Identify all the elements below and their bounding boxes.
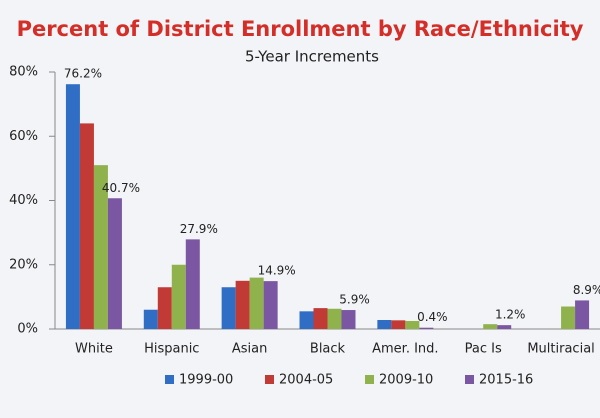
legend-swatch	[165, 375, 174, 384]
data-label: 1.2%	[495, 308, 526, 322]
bar	[497, 325, 512, 329]
legend-swatch	[365, 375, 374, 384]
bar	[405, 320, 420, 329]
x-tick-label: Pac Is	[465, 342, 502, 357]
bar	[391, 320, 406, 329]
bar	[249, 277, 264, 329]
y-tick-label: 80%	[9, 65, 38, 80]
data-label: 14.9%	[258, 264, 296, 278]
legend-swatch	[265, 375, 274, 384]
legend-label: 1999-00	[179, 373, 233, 388]
x-tick-label: Hispanic	[144, 342, 199, 357]
bar	[143, 309, 158, 329]
bar	[185, 239, 200, 329]
data-label: 27.9%	[180, 222, 218, 236]
data-label: 8.9%	[573, 283, 600, 297]
x-tick-label: Multiracial	[527, 342, 594, 357]
bar	[377, 320, 392, 329]
bar	[327, 308, 342, 329]
legend-label: 2009-10	[379, 373, 433, 388]
data-label: 5.9%	[339, 293, 370, 307]
bar	[107, 198, 122, 329]
x-tick-label: White	[75, 342, 113, 357]
legend-label: 2015-16	[479, 373, 533, 388]
data-label: 0.4%	[417, 310, 448, 324]
bar	[263, 281, 278, 329]
data-label: 76.2%	[64, 67, 102, 81]
y-tick-label: 40%	[9, 193, 38, 208]
chart-title: Percent of District Enrollment by Race/E…	[17, 17, 584, 41]
bar	[341, 310, 356, 329]
bar	[79, 123, 94, 330]
bar	[235, 280, 250, 329]
bar	[419, 327, 434, 329]
bar	[575, 300, 590, 329]
y-tick-label: 0%	[17, 322, 38, 337]
data-label: 40.7%	[102, 181, 140, 195]
y-tick-label: 20%	[9, 257, 38, 272]
x-tick-label: Black	[310, 342, 346, 357]
bar	[313, 308, 328, 329]
legend-label: 2004-05	[279, 373, 333, 388]
bar	[171, 264, 186, 329]
bar	[157, 287, 172, 329]
x-tick-label: Amer. Ind.	[372, 342, 438, 357]
chart-subtitle: 5-Year Increments	[245, 48, 379, 66]
x-tick-label: Asian	[232, 342, 267, 357]
bar	[483, 324, 498, 329]
bar	[93, 165, 108, 329]
legend-swatch	[465, 375, 474, 384]
bar	[65, 84, 80, 330]
y-tick-label: 60%	[9, 129, 38, 144]
bar	[221, 287, 236, 329]
bar	[561, 306, 576, 329]
bar	[299, 311, 314, 329]
